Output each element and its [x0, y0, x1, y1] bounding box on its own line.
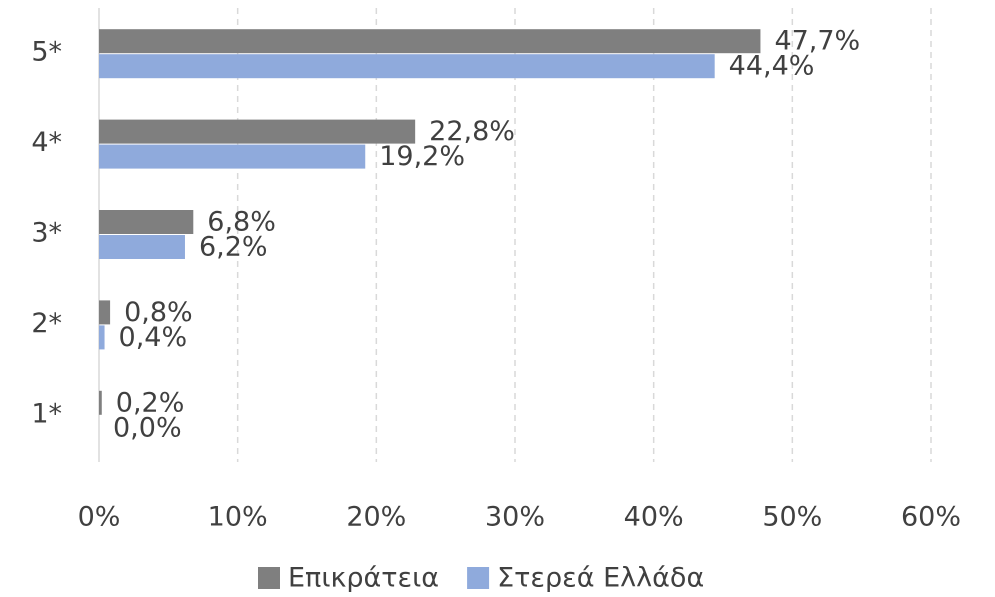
bar — [99, 300, 111, 325]
x-tick-label: 30% — [485, 502, 545, 533]
value-label: 44,4% — [729, 51, 815, 82]
value-label: 6,8% — [207, 207, 276, 238]
x-tick-label: 0% — [78, 502, 121, 533]
y-tick-label: 1* — [31, 398, 62, 429]
y-tick-label: 5* — [31, 37, 62, 68]
x-tick-label: 20% — [346, 502, 406, 533]
legend-label: Στερεά Ελλάδα — [497, 563, 704, 594]
x-tick-label: 40% — [624, 502, 684, 533]
value-label: 0,4% — [119, 322, 188, 353]
value-label: 19,2% — [379, 141, 465, 172]
value-label: 22,8% — [429, 116, 515, 147]
bar — [99, 144, 366, 169]
value-label: 0,2% — [116, 387, 185, 418]
y-tick-label: 3* — [31, 218, 62, 249]
x-tick-label: 50% — [762, 502, 822, 533]
x-tick-label: 10% — [208, 502, 268, 533]
legend-label: Επικράτεια — [288, 563, 439, 594]
bar — [99, 325, 105, 350]
y-tick-label: 4* — [31, 127, 62, 158]
value-label: 6,2% — [199, 232, 268, 263]
bar — [99, 29, 761, 54]
legend-swatch — [258, 567, 280, 589]
value-label: 47,7% — [774, 26, 860, 57]
bar — [99, 54, 715, 79]
y-tick-label: 2* — [31, 308, 62, 339]
value-label: 0,0% — [113, 412, 182, 443]
bar — [99, 390, 102, 415]
value-label: 0,8% — [124, 297, 193, 328]
x-tick-label: 60% — [901, 502, 961, 533]
bar — [99, 235, 185, 259]
legend-swatch — [467, 567, 490, 589]
bar — [99, 119, 416, 144]
bar — [99, 210, 194, 234]
